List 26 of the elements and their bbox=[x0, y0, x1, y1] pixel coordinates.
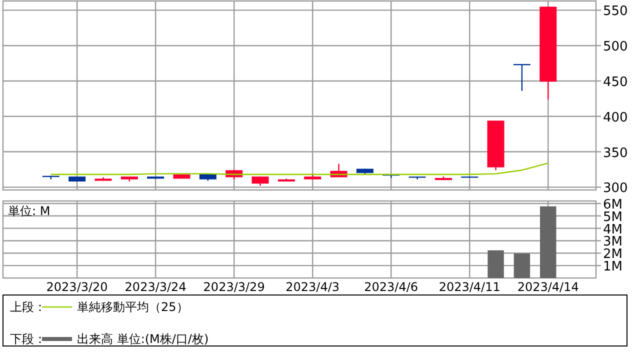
y-tick-label: 550 bbox=[603, 4, 628, 20]
y-tick-label: 500 bbox=[603, 40, 628, 55]
x-tick-label: 2023/3/24 bbox=[124, 280, 186, 294]
y-tick-label: 1M bbox=[603, 260, 622, 275]
x-tick-label: 2023/4/11 bbox=[438, 280, 500, 294]
text: 下段： bbox=[10, 332, 46, 346]
y-tick-label: 300 bbox=[603, 181, 628, 196]
y-tick-label: 6M bbox=[603, 197, 622, 212]
y-tick-label: 2M bbox=[603, 247, 622, 262]
x-tick-label: 2023/3/29 bbox=[203, 280, 265, 294]
y-tick-label: 400 bbox=[603, 110, 628, 126]
x-tick-label: 2023/4/3 bbox=[286, 280, 340, 294]
x-tick-label: 2023/3/20 bbox=[46, 280, 108, 294]
bar bbox=[514, 254, 530, 278]
candlestick bbox=[252, 176, 269, 186]
legend-label: 出来高 単位:(M株/口/枚) bbox=[77, 332, 209, 346]
legend-label: 単純移動平均（25） bbox=[77, 300, 188, 314]
bar bbox=[540, 206, 556, 278]
text: 上段： bbox=[10, 300, 46, 314]
x-tick-label: 2023/4/14 bbox=[517, 280, 579, 294]
annotation: 単位: M bbox=[8, 204, 50, 218]
y-tick-label: 350 bbox=[603, 146, 628, 161]
y-tick-label: 450 bbox=[603, 74, 628, 90]
y-tick-label: 5M bbox=[603, 210, 622, 225]
bar bbox=[488, 250, 504, 278]
x-tick-label: 2023/4/6 bbox=[364, 280, 418, 294]
